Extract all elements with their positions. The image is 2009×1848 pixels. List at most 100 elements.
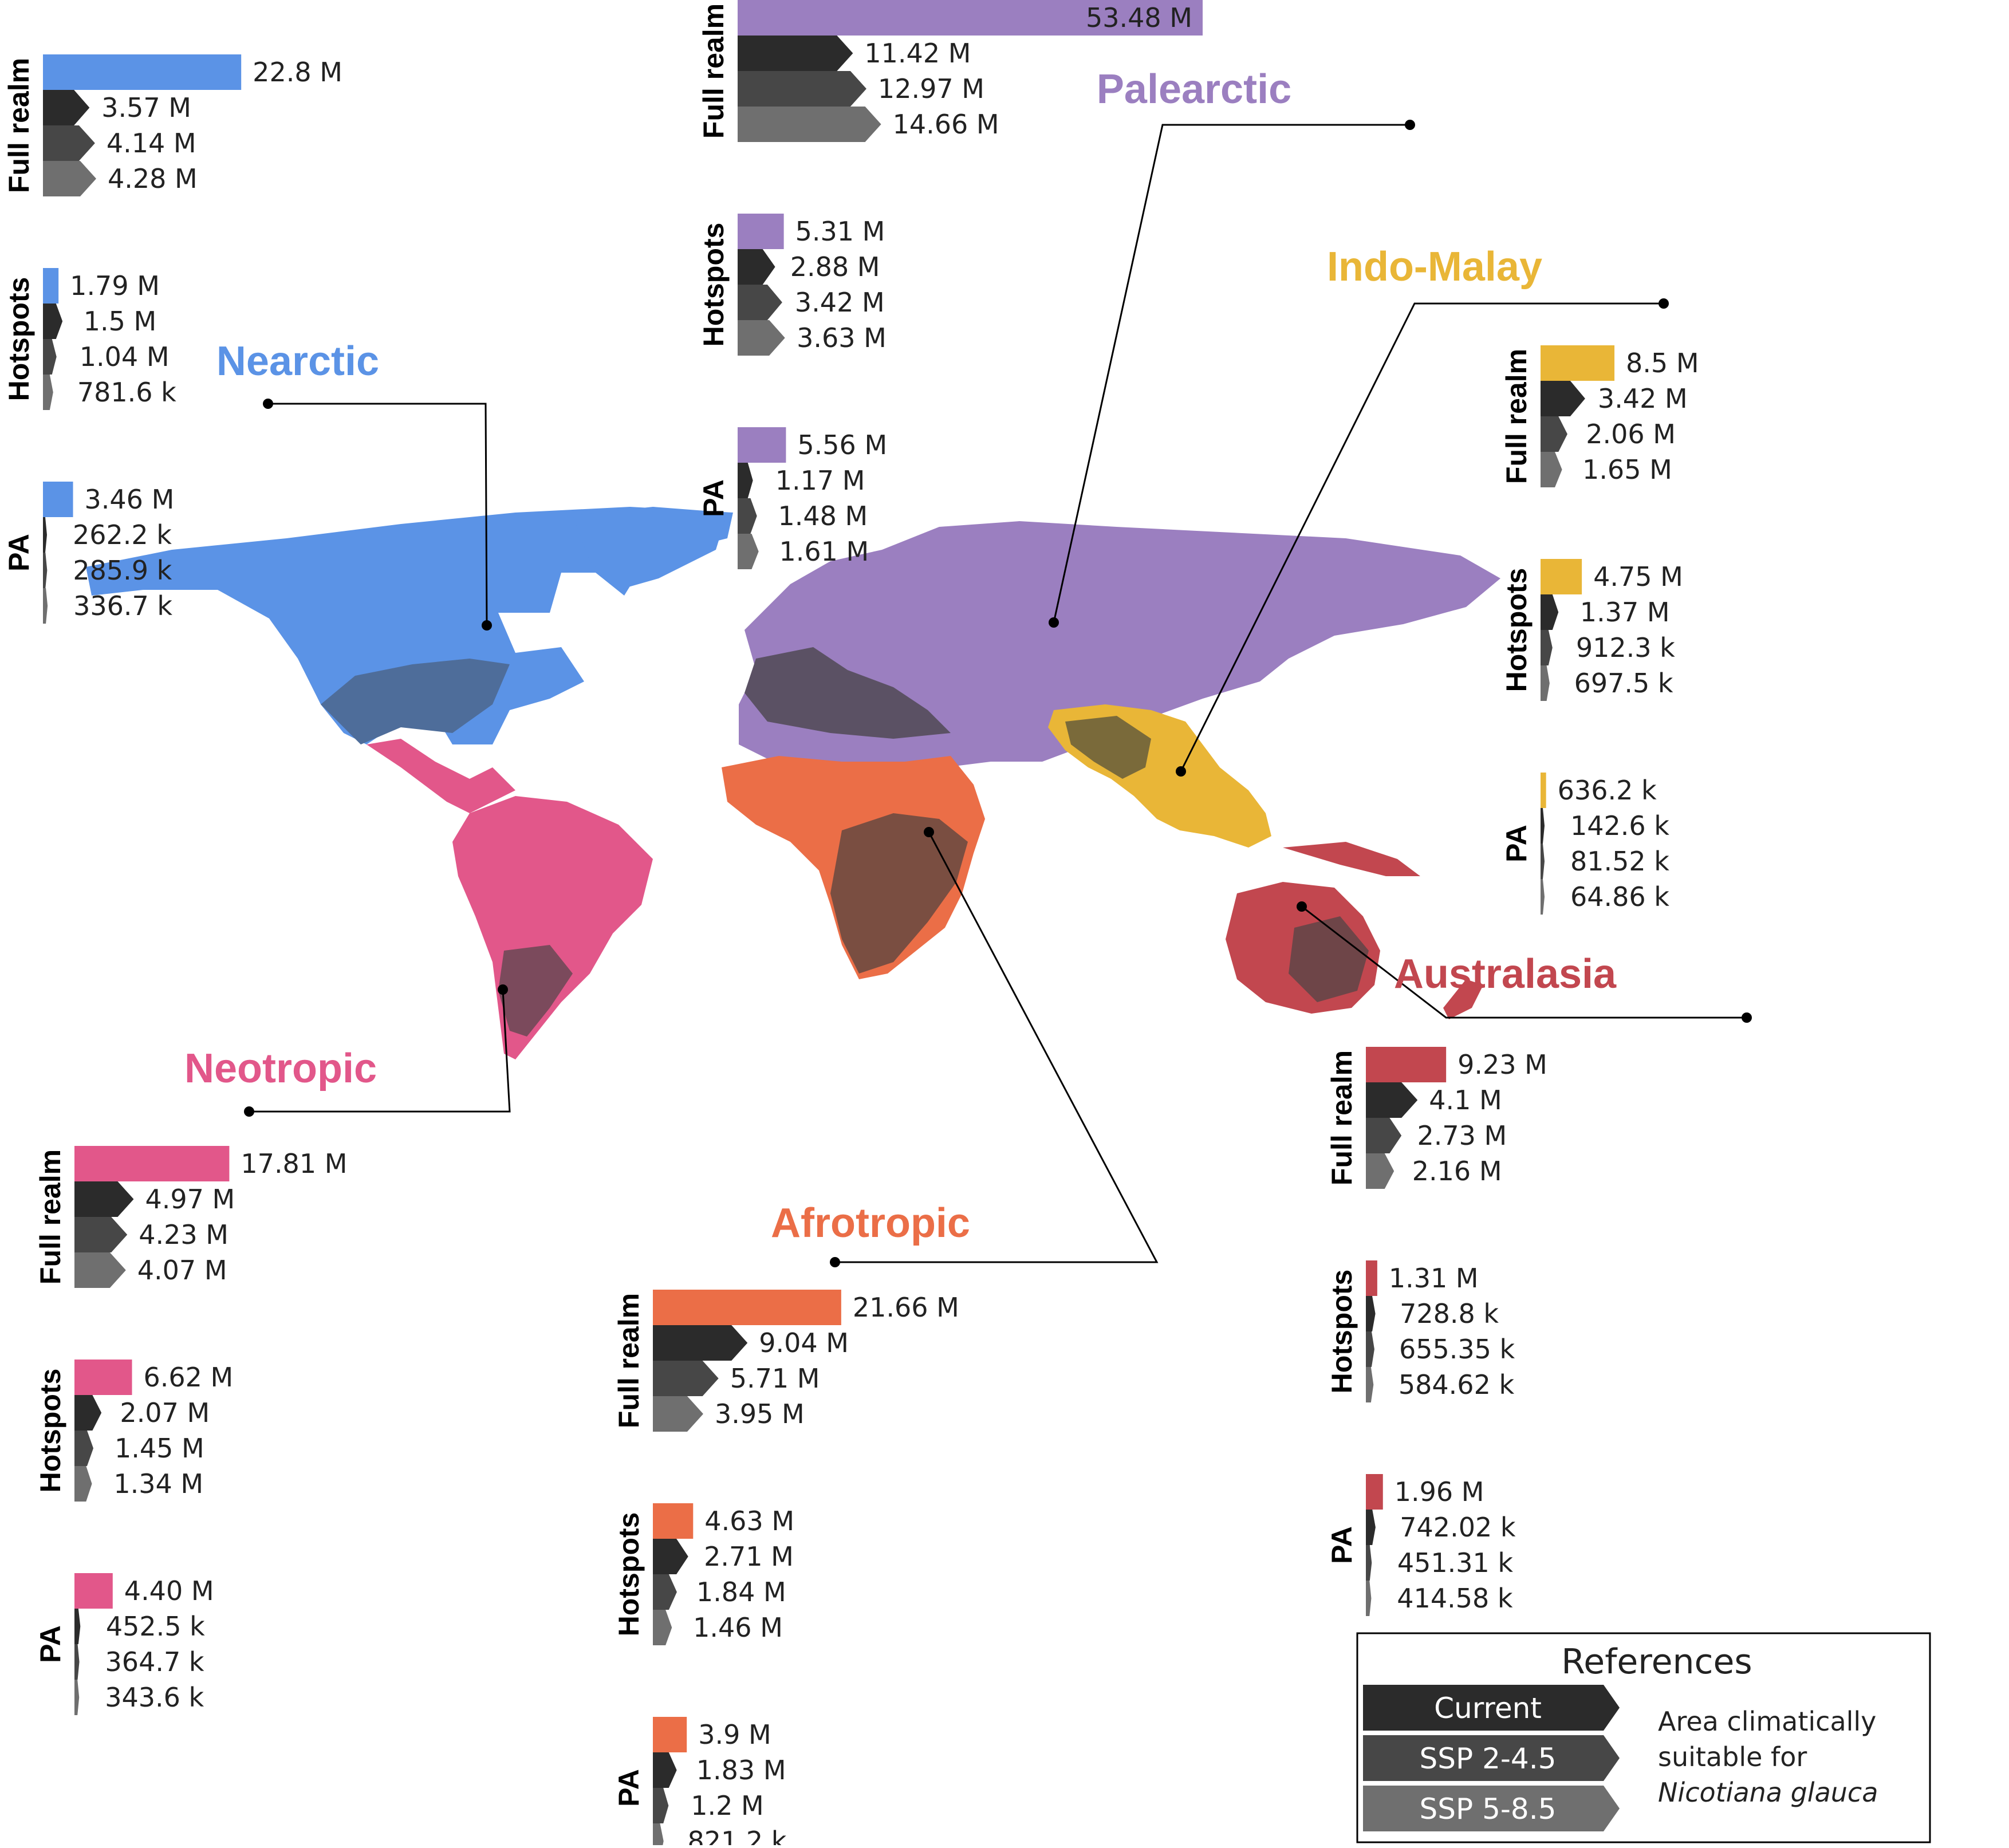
category-label: Full realm [3,58,35,193]
value-label: 4.63 M [704,1506,794,1536]
bar-total [74,1573,113,1609]
legend: References Current SSP 2-4.5 SSP 5-8.5 Area … [1356,1632,1931,1843]
bar-total [74,1360,132,1395]
bar-ssp585 [653,1396,703,1432]
category-label: Hotspots [3,277,35,401]
map-neotropic-overlap [498,945,573,1037]
legend-label-ssp-5-8-5: SSP 5-8.5 [1420,1792,1557,1826]
leader-line-afrotropic [835,832,1159,1263]
bar-total [43,482,73,517]
bar-panels: Nearctic Full realm 22.8 M 3.57 M 4.14 M 4.28… [3,0,1699,1848]
region-title-palearctic: Palearctic [1097,66,1291,112]
value-label: 3.42 M [795,287,885,318]
category-label: Full realm [34,1149,66,1284]
bar-group-indo-malay-hotspots: Hotspots 4.75 M 1.37 M 912.3 k 697.5 k [1500,559,1683,701]
bar-ssp585 [738,320,785,356]
region-panel-neotropic: Neotropic Full realm 17.81 M4.97 M 4.23 M 4.… [34,1046,377,1715]
legend-description-line-1: Area climatically [1658,1706,1876,1737]
bar-group-palearctic-hotspots: Hotspots 5.31 M 2.88 M 3.42 M 3.63 M [698,214,887,356]
value-label: 2.16 M [1412,1156,1502,1187]
category-label: PA [3,534,35,572]
bar-ssp245 [738,498,757,534]
value-label: 336.7 k [73,590,172,621]
legend-swatch-current [1363,1685,1620,1731]
value-label: 742.02 k [1400,1512,1516,1543]
bar-group-afrotropic-full-realm: Full realm 21.66 M9.04 M 5.71 M 3.95 M [613,1290,959,1432]
bar-ssp585 [738,534,759,569]
value-label: 1.84 M [696,1577,786,1607]
bar-total [738,0,1203,36]
value-label: 1.17 M [775,465,865,496]
bar-group-palearctic-full-realm: Full realm 53.48 M 11.42 M 12.97 M 14.66 M [698,0,1203,142]
bar-ssp245 [653,1574,677,1610]
value-label: 1.46 M [693,1612,783,1643]
value-label: 1.65 M [1582,454,1672,485]
bar-ssp585 [74,1252,126,1288]
leader-endpoint-palearctic [1049,617,1059,628]
map-nearctic [86,507,733,744]
value-label: 1.61 M [779,536,869,567]
bar-group-neotropic-hotspots: Hotspots 6.62 M 2.07 M 1.45 M 1.34 M [34,1360,233,1502]
value-label: 451.31 k [1397,1547,1514,1578]
value-label: 3.46 M [85,484,175,515]
category-label: Hotspots [1500,568,1533,692]
value-label: 1.37 M [1580,597,1670,628]
bar-total [1541,773,1546,808]
value-label: 3.95 M [715,1398,805,1429]
bar-ssp245 [653,1361,719,1396]
value-label: 2.88 M [790,251,880,282]
region-title-afrotropic: Afrotropic [771,1200,970,1246]
bar-group-nearctic-pa: PA 3.46 M 262.2 k 285.9 k 336.7 k [3,482,174,624]
value-label: 5.56 M [797,430,887,460]
value-label: 3.42 M [1598,383,1688,414]
leader-lines [244,120,1752,1267]
map-palearctic [739,521,1500,767]
category-label: Hotspots [613,1512,645,1637]
bar-total [1366,1047,1447,1082]
bar-current [653,1325,748,1361]
value-label: 1.79 M [70,270,160,301]
bar-ssp245 [1541,844,1545,879]
value-label: 1.04 M [80,341,170,372]
leader-line-indo-malay [1180,302,1664,772]
bar-total [653,1503,694,1539]
leader-dot-neotropic [244,1106,254,1117]
bar-group-australasia-hotspots: Hotspots 1.31 M 728.8 k 655.35 k 584.62 k [1326,1260,1515,1402]
legend-label-ssp-2-4-5: SSP 2-4.5 [1420,1742,1557,1775]
bar-current [43,90,90,125]
value-label: 4.1 M [1429,1085,1502,1116]
bar-current [653,1539,688,1574]
bar-ssp245 [43,553,48,588]
value-label: 17.81 M [241,1148,347,1179]
leader-endpoint-australasia [1297,901,1307,912]
value-label: 81.52 k [1570,846,1669,877]
bar-current [1541,808,1545,844]
bar-ssp585 [1366,1153,1395,1189]
region-panel-afrotropic: Afrotropic Full realm 21.66 M9.04 M 5.71 M 3… [613,1200,970,1848]
bar-total [74,1146,230,1181]
bar-current [43,304,63,339]
bar-ssp245 [74,1431,94,1466]
leader-line-australasia [1301,905,1747,1019]
bar-current [738,463,753,498]
map-neotropic [367,739,653,1059]
bar-ssp585 [1541,452,1562,487]
bar-ssp245 [74,1644,80,1680]
legend-description-line-3: Nicotiana glauca [1658,1777,1878,1808]
bar-ssp245 [1366,1331,1374,1367]
value-label: 364.7 k [105,1646,204,1677]
category-label: PA [1326,1526,1358,1564]
region-title-neotropic: Neotropic [184,1046,377,1092]
leader-dot-palearctic [1405,120,1415,130]
bar-group-nearctic-full-realm: Full realm 22.8 M 3.57 M 4.14 M 4.28 M [3,54,342,196]
category-label: PA [698,479,730,517]
region-title-nearctic: Nearctic [216,338,379,384]
value-label: 4.97 M [145,1184,235,1215]
legend-swatch-ssp-5-8-5 [1363,1786,1620,1831]
map-nearctic-overlap [321,659,510,744]
value-label: 3.57 M [101,92,191,123]
bar-current [74,1181,134,1217]
bar-ssp585 [74,1680,80,1715]
bar-ssp245 [1366,1545,1372,1581]
map-indomalay-overlap [1065,716,1151,779]
